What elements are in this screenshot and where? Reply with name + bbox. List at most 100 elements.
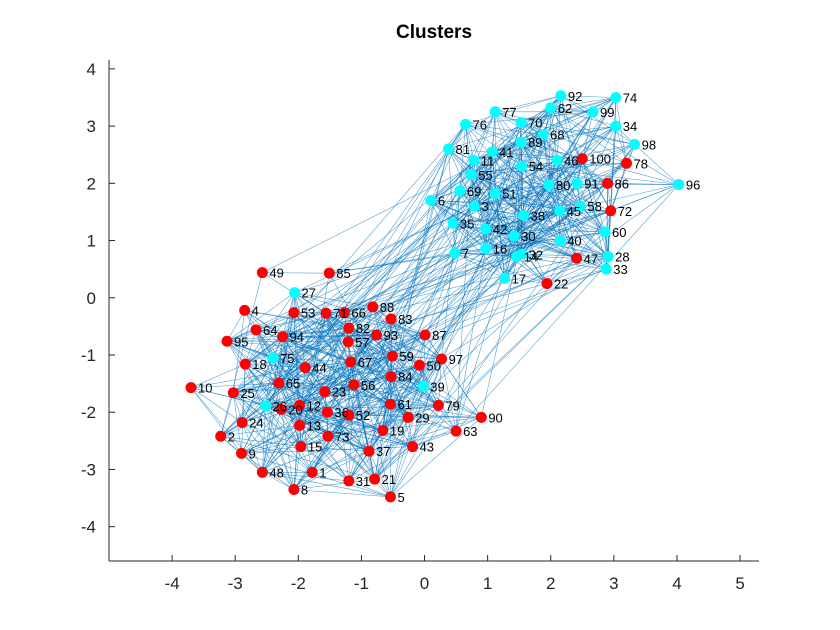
node-marker [343, 475, 355, 487]
node-marker [468, 154, 480, 166]
edge-line [504, 97, 616, 279]
edge-line [495, 193, 581, 207]
node-label: 14 [524, 250, 538, 265]
node-marker [443, 143, 455, 155]
y-tick-label: 2 [87, 174, 96, 193]
edge-line [390, 403, 439, 406]
edge-line [390, 318, 426, 336]
edge-line [293, 478, 375, 490]
edge-line [190, 387, 242, 454]
edge-line [485, 193, 496, 230]
node-label: 74 [623, 91, 637, 106]
edge-line [273, 283, 548, 359]
edge-line [548, 107, 552, 186]
edge-line [190, 387, 263, 473]
edge-line [604, 163, 627, 233]
edge-line [348, 414, 375, 480]
edge-line [455, 174, 472, 432]
edge-line [454, 252, 522, 255]
node-marker [516, 160, 528, 172]
node-marker [673, 178, 685, 190]
edge-line [255, 329, 329, 437]
node-marker [295, 441, 307, 453]
node-marker [288, 483, 300, 495]
edge-line [465, 124, 544, 135]
node-label: 64 [263, 323, 277, 338]
node-layer [185, 90, 685, 503]
edge-line [293, 425, 300, 490]
node-label: 7 [462, 246, 469, 261]
node-label: 20 [288, 402, 302, 417]
node-label: 5 [397, 490, 404, 505]
edge-line [430, 200, 517, 257]
edge-line [459, 183, 608, 192]
edge-line [430, 160, 474, 201]
edge-line [350, 334, 377, 363]
edge-line [560, 95, 594, 113]
edge-line [459, 190, 496, 194]
node-marker [480, 243, 492, 255]
edge-line [293, 436, 329, 490]
edge-line [233, 376, 392, 394]
edge-line [242, 422, 301, 447]
edge-line [353, 384, 439, 406]
edge-line [353, 384, 384, 431]
edge-line [327, 417, 482, 437]
node-marker [288, 307, 300, 319]
node-marker [289, 287, 301, 299]
edge-line [448, 148, 456, 254]
edge-line [278, 361, 351, 384]
edge-line [220, 435, 301, 447]
edge-line [521, 160, 558, 255]
node-label: 37 [376, 444, 390, 459]
node-label: 35 [460, 216, 474, 231]
edge-line [245, 364, 302, 447]
node-label: 57 [355, 335, 369, 350]
edge-line [452, 223, 517, 257]
edge-line [348, 361, 351, 416]
node-label: 85 [336, 266, 350, 281]
edge-line [300, 446, 370, 452]
edge-line [516, 256, 607, 270]
edge-line [245, 312, 295, 365]
edge-line [448, 97, 616, 150]
edge-line [419, 365, 457, 432]
node-marker [256, 267, 268, 279]
edge-line [459, 190, 524, 216]
edge-line [376, 334, 424, 387]
node-label: 68 [550, 128, 564, 143]
node-marker [515, 136, 527, 148]
x-tick-label: -4 [165, 574, 180, 593]
node-label: 78 [633, 156, 647, 171]
node-label: 51 [502, 187, 516, 202]
node-marker [541, 277, 553, 289]
node-label: 22 [554, 276, 568, 291]
edge-line [455, 184, 680, 432]
node-marker [239, 358, 251, 370]
node-marker [385, 313, 397, 325]
node-label: 10 [198, 381, 212, 396]
node-marker [417, 380, 429, 392]
node-marker [343, 322, 355, 334]
edge-line [376, 334, 442, 360]
y-tick-label: -2 [81, 403, 96, 422]
node-marker [320, 307, 332, 319]
node-marker [275, 403, 287, 415]
node-marker [515, 117, 527, 129]
edge-line [390, 376, 413, 447]
edge-line [542, 134, 581, 207]
node-marker [447, 217, 459, 229]
node-label: 55 [478, 168, 492, 183]
edge-line [452, 223, 486, 230]
edge-line [272, 210, 611, 359]
edge-line [491, 151, 560, 212]
edge-line [282, 223, 454, 337]
edge-line [392, 355, 482, 418]
edge-line [220, 425, 300, 437]
node-label: 65 [286, 376, 300, 391]
edge-line [430, 200, 515, 237]
node-marker [385, 371, 397, 383]
edge-line [226, 341, 266, 407]
node-label: 91 [584, 176, 598, 191]
